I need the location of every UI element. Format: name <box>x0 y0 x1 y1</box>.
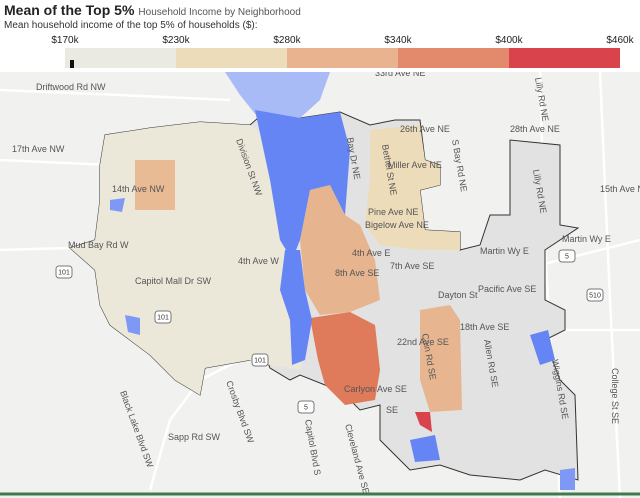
street-label: 14th Ave NW <box>112 184 165 194</box>
street-label: Miller Ave NE <box>388 160 442 170</box>
legend-swatch <box>287 48 398 68</box>
lake <box>410 435 440 462</box>
street-label: 33rd Ave NE <box>375 72 425 78</box>
street-label: Dayton St <box>438 290 478 300</box>
top-neighborhood <box>415 412 432 432</box>
street-label: 26th Ave NE <box>400 124 450 134</box>
street-label: Pine Ave NE <box>368 207 418 217</box>
title: Mean of the Top 5% <box>4 2 135 18</box>
subtitle: Household Income by Neighborhood <box>138 7 301 18</box>
street-label: Sapp Rd SW <box>168 432 221 442</box>
legend-swatch <box>398 48 509 68</box>
eastside-neighborhood <box>365 125 460 250</box>
legend: $170k $230k $280k $340k $400k $460k <box>51 35 635 68</box>
legend-tick-label: $230k <box>162 35 190 46</box>
route-shield <box>154 310 172 324</box>
route-shield <box>586 288 604 302</box>
route-shield <box>297 400 315 414</box>
street-label: 4th Ave E <box>352 248 390 258</box>
capitol-lake <box>280 250 312 365</box>
legend-label: Mean household income of the top 5% of h… <box>4 20 258 31</box>
budd-inlet <box>255 110 350 260</box>
street-label: Pacific Ave SE <box>478 284 536 294</box>
legend-tick-label: $400k <box>495 35 523 46</box>
route-shield <box>55 265 73 279</box>
southeast-neighborhood <box>420 305 462 412</box>
street-label: 18th Ave SE <box>460 322 509 332</box>
map: Driftwood Rd NW 33rd Ave NE 26th Ave NE 28t… <box>0 72 640 498</box>
south-capitol-neighborhood <box>310 312 380 405</box>
header: Mean of the Top 5% Household Income by Ne… <box>0 0 640 72</box>
route-number: 510 <box>589 293 601 300</box>
street-label: Martin Wy E <box>480 246 529 256</box>
street-label: SE <box>386 405 398 415</box>
lake <box>125 315 140 335</box>
downtown-neighborhood <box>300 185 380 315</box>
route-number: 5 <box>565 254 569 261</box>
street-label: Bigelow Ave NE <box>365 220 429 230</box>
legend-tick-label: $340k <box>384 35 412 46</box>
legend-marker <box>70 60 74 68</box>
street-label: 7th Ave SE <box>390 261 434 271</box>
legend-tick-label: $280k <box>273 35 301 46</box>
street-label: 22nd Ave SE <box>397 337 449 347</box>
title-row: Mean of the Top 5% Household Income by Ne… <box>4 2 301 18</box>
street-label: 4th Ave W <box>238 256 279 266</box>
street-label: Mud Bay Rd W <box>68 240 129 250</box>
route-number: 101 <box>157 315 169 322</box>
route-shield <box>251 353 269 367</box>
route-number: 101 <box>58 270 70 277</box>
route-number: 101 <box>254 358 266 365</box>
water-light <box>225 72 330 120</box>
street-label: Martin Wy E <box>562 234 611 244</box>
street-label: 17th Ave NW <box>12 144 65 154</box>
street-label: College St SE <box>610 368 620 424</box>
street-label: Capitol Mall Dr SW <box>135 276 212 286</box>
street-label: Carlyon Ave SE <box>344 384 407 394</box>
route-shield <box>558 249 576 263</box>
street-label: 8th Ave SE <box>335 268 379 278</box>
legend-swatch <box>509 48 620 68</box>
legend-swatch <box>176 48 287 68</box>
lake <box>530 330 555 365</box>
lake <box>560 468 575 490</box>
legend-swatch <box>65 48 176 68</box>
street-label: 28th Ave NE <box>510 124 560 134</box>
street-label: Driftwood Rd NW <box>36 82 106 92</box>
legend-tick-label: $460k <box>606 35 634 46</box>
lake <box>110 198 125 212</box>
northwest-neighborhood <box>135 160 175 210</box>
legend-tick-label: $170k <box>51 35 79 46</box>
street-label: 15th Ave NE <box>600 184 640 194</box>
route-number: 5 <box>304 405 308 412</box>
